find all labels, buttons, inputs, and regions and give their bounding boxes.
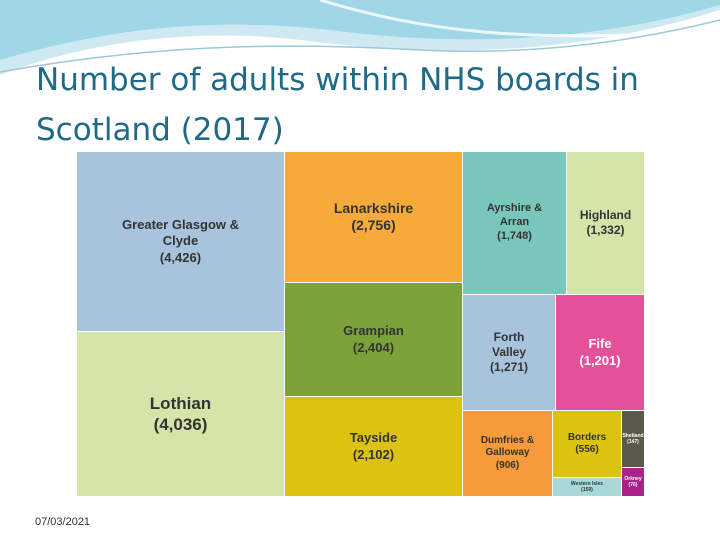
treemap-tile: Tayside (2,102)	[285, 397, 463, 497]
tile-name: Lothian	[149, 393, 212, 413]
tile-value: (1,271)	[489, 360, 529, 374]
tile-value: (4,426)	[159, 249, 202, 265]
tile-name: Orkney	[624, 475, 642, 482]
treemap-tile: Fife (1,201)	[556, 295, 645, 411]
tile-value: (2,404)	[352, 339, 395, 355]
page-title: Number of adults within NHS boards in Sc…	[36, 62, 639, 148]
tile-value: (1,201)	[579, 352, 621, 368]
decorative-wave-header	[0, 0, 720, 75]
tile-value: (2,102)	[352, 446, 395, 462]
treemap-tile: Borders (556)	[553, 411, 622, 478]
tile-value: (147)	[627, 439, 639, 445]
tile-name: Borders	[567, 431, 607, 443]
treemap-tile: Ayrshire & Arran (1,748)	[463, 152, 567, 295]
tile-name: Forth Valley	[491, 330, 527, 359]
treemap-tile: Western Isles (159)	[553, 478, 622, 497]
tile-value: (4,036)	[153, 415, 208, 434]
treemap-tile: Lanarkshire (2,756)	[285, 152, 463, 283]
treemap-tile: Grampian (2,404)	[285, 283, 463, 397]
tile-name: Dumfries & Galloway	[480, 434, 535, 459]
treemap-tile: Forth Valley (1,271)	[463, 295, 556, 411]
tile-name: Fife	[588, 336, 612, 352]
treemap-tile: Greater Glasgow & Clyde (4,426)	[77, 152, 285, 332]
treemap-tile: Shetland (147)	[622, 411, 645, 468]
tile-name: Tayside	[349, 430, 398, 446]
treemap-tile: Dumfries & Galloway (906)	[463, 411, 553, 497]
tile-value: (906)	[495, 459, 520, 471]
footer-date: 07/03/2021	[35, 516, 91, 528]
tile-value: (76)	[628, 482, 638, 488]
treemap-tile: Orkney (76)	[622, 468, 645, 497]
treemap-tile: Lothian (4,036)	[77, 332, 285, 497]
tile-value: (556)	[575, 444, 599, 455]
tile-name: Grampian	[343, 323, 404, 339]
tile-value: (1,748)	[497, 229, 532, 242]
tile-value: (1,332)	[586, 223, 625, 237]
tile-name: Shetland	[622, 432, 644, 439]
tile-name: Highland	[579, 208, 632, 222]
tile-value: (159)	[581, 487, 593, 493]
treemap-tile: Highland (1,332)	[567, 152, 645, 295]
tile-name: Ayrshire & Arran	[486, 202, 543, 229]
treemap-chart: Greater Glasgow & Clyde (4,426) Lothian (4,0…	[77, 152, 645, 497]
tile-name: Western Isles	[570, 480, 604, 487]
tile-name: Greater Glasgow & Clyde	[121, 217, 240, 249]
tile-name: Lanarkshire	[333, 199, 414, 216]
tile-value: (2,756)	[351, 217, 396, 233]
